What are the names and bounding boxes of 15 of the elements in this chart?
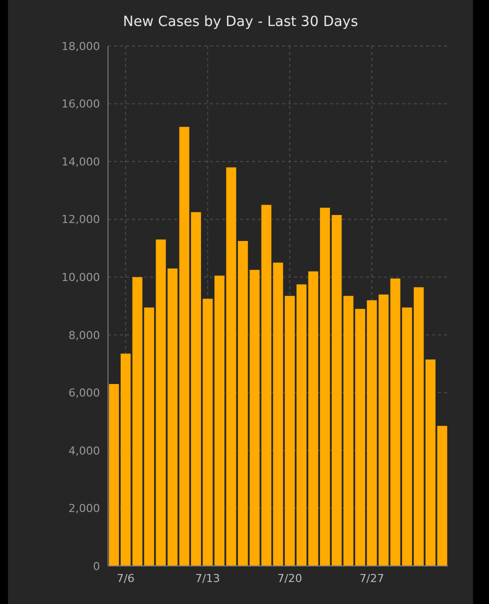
chart-title: New Cases by Day - Last 30 Days — [122, 14, 360, 30]
y-tick-label: 2,000 — [68, 502, 100, 516]
y-tick-label: 6,000 — [68, 386, 100, 400]
y-tick-label: 4,000 — [68, 444, 100, 458]
y-tick-label: 0 — [93, 560, 100, 573]
y-tick-label: 14,000 — [62, 155, 100, 168]
x-tick-label: 7/13 — [195, 572, 220, 585]
y-tick-label: 16,000 — [62, 98, 100, 111]
y-tick-label: 8,000 — [68, 328, 100, 342]
y-tick-label: 10,000 — [62, 271, 100, 284]
x-tick-label: 7/6 — [116, 572, 134, 585]
y-tick-label: 12,000 — [62, 213, 100, 226]
x-tick-label: 7/27 — [359, 572, 384, 585]
x-tick-label: 7/20 — [277, 572, 302, 585]
y-tick-label: 18,000 — [62, 40, 100, 53]
